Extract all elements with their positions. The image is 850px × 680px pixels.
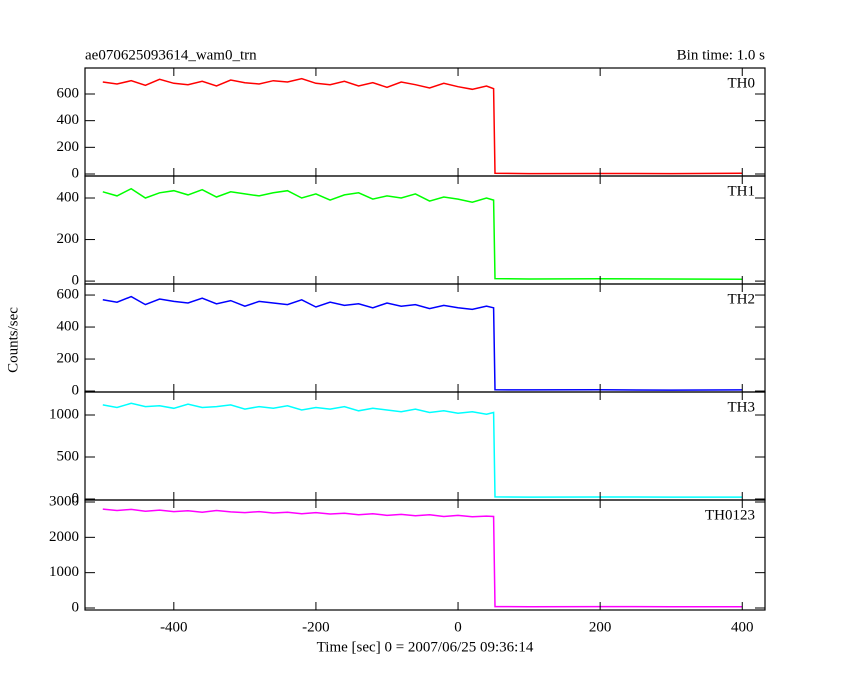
y-tick-label: 0: [72, 490, 80, 506]
y-tick-label: 200: [57, 350, 80, 366]
y-tick-label: 0: [72, 382, 80, 398]
chart-subtitle: Bin time: 1.0 s: [677, 47, 766, 63]
series-line: [102, 187, 743, 280]
y-tick-label: 200: [57, 139, 80, 155]
x-tick-label: 400: [731, 619, 754, 635]
panel-frame: [84, 391, 766, 501]
x-tick-label: 0: [454, 619, 462, 635]
panel-label: TH0123: [705, 507, 755, 523]
series-line: [102, 77, 743, 175]
y-tick-label: 0: [72, 599, 80, 615]
y-tick-label: 600: [57, 286, 80, 302]
y-tick-label: 1000: [49, 564, 79, 580]
x-tick-label: -200: [302, 619, 330, 635]
chart-title: ae070625093614_wam0_trn: [85, 47, 257, 63]
y-tick-label: 400: [57, 318, 80, 334]
panel-label: TH1: [728, 183, 756, 199]
series-line: [102, 508, 743, 608]
series-line: [102, 295, 743, 391]
y-tick-label: 0: [72, 273, 80, 289]
y-tick-label: 3000: [49, 493, 79, 509]
x-axis-label: Time [sec] 0 = 2007/06/25 09:36:14: [317, 639, 534, 655]
y-tick-label: 400: [57, 112, 80, 128]
y-tick-label: 500: [57, 448, 80, 464]
y-tick-label: 0: [72, 165, 80, 181]
panel-label: TH2: [728, 291, 756, 307]
y-tick-label: 1000: [49, 406, 79, 422]
x-tick-label: -400: [160, 619, 188, 635]
panel-frame: [84, 283, 766, 393]
panel-label: TH0: [728, 75, 756, 91]
x-tick-label: 200: [589, 619, 612, 635]
y-tick-label: 600: [57, 85, 80, 101]
panel-frame: [84, 175, 766, 285]
panel-frame: [84, 499, 766, 611]
y-tick-label: 400: [57, 189, 80, 205]
y-axis-label: Counts/sec: [5, 307, 21, 373]
panel-label: TH3: [728, 399, 756, 415]
y-tick-label: 2000: [49, 529, 79, 545]
series-line: [102, 402, 743, 498]
y-tick-label: 200: [57, 231, 80, 247]
